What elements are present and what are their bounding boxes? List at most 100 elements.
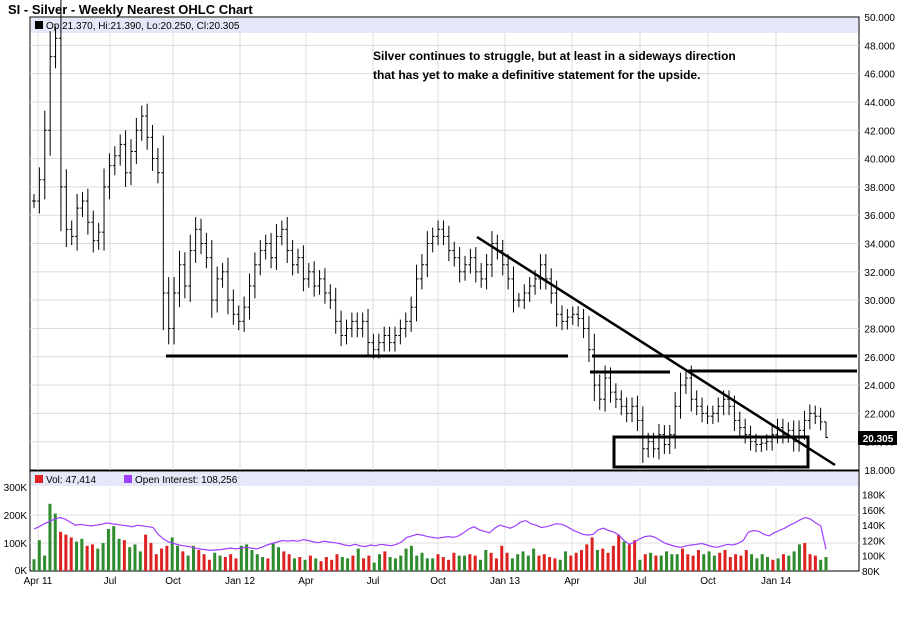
volume-bar bbox=[367, 555, 371, 571]
volume-bar bbox=[478, 559, 482, 571]
ohlc-bar bbox=[231, 289, 236, 325]
ohlc-bar bbox=[322, 268, 327, 304]
ohlc-bar bbox=[32, 193, 36, 209]
volume-bar bbox=[122, 540, 126, 571]
volume-bar bbox=[824, 557, 828, 571]
volume-bar bbox=[69, 537, 73, 571]
ohlc-bar bbox=[403, 312, 408, 338]
ohlc-bar bbox=[737, 411, 742, 437]
ohlc-bar bbox=[613, 383, 618, 409]
ohlc-bar bbox=[430, 227, 435, 253]
volume-bar bbox=[197, 550, 201, 571]
volume-bar bbox=[601, 548, 605, 571]
volume-bar bbox=[766, 557, 770, 571]
volume-bar bbox=[340, 557, 344, 571]
volume-bar bbox=[90, 544, 94, 571]
volume-bar bbox=[723, 550, 727, 571]
ohlc-bar bbox=[619, 390, 624, 416]
volume-bar bbox=[553, 558, 557, 571]
volume-bar bbox=[351, 555, 355, 571]
volume-bar bbox=[393, 558, 397, 571]
volume-bar bbox=[712, 555, 716, 571]
volume-bar bbox=[606, 552, 610, 571]
volume-bar bbox=[308, 555, 312, 571]
volume-y-tick-label: 300K bbox=[4, 483, 28, 494]
ohlc-bar bbox=[398, 319, 403, 345]
price-y-tick-label: 24.000 bbox=[864, 381, 895, 392]
ohlc-bar bbox=[425, 231, 430, 278]
volume-bar bbox=[420, 552, 424, 571]
ohlc-bar bbox=[134, 117, 139, 164]
volume-bar bbox=[585, 544, 589, 571]
volume-bar bbox=[696, 550, 700, 571]
price-y-tick-label: 26.000 bbox=[864, 353, 895, 364]
volume-bar bbox=[101, 543, 105, 571]
ohlc-bar bbox=[64, 169, 69, 248]
chart-title: SI - Silver - Weekly Nearest OHLC Chart bbox=[8, 2, 253, 17]
volume-bar bbox=[548, 557, 552, 571]
ohlc-bar bbox=[441, 220, 446, 246]
last-price-label: 20.305 bbox=[863, 434, 894, 445]
x-tick-label: Apr bbox=[564, 576, 580, 587]
ohlc-bar bbox=[306, 262, 311, 288]
ohlc-bar bbox=[96, 222, 101, 250]
ohlc-bar bbox=[500, 239, 505, 276]
volume-bar bbox=[53, 513, 57, 571]
volume-bar bbox=[292, 558, 296, 571]
price-y-tick-label: 32.000 bbox=[864, 268, 895, 279]
ohlc-bar bbox=[274, 224, 279, 271]
volume-bar bbox=[526, 555, 530, 571]
ohlc-bar bbox=[215, 266, 220, 313]
volume-bar bbox=[59, 531, 63, 571]
volume-y-tick-label: 0K bbox=[15, 566, 28, 577]
volume-bar bbox=[521, 551, 525, 571]
ohlc-bar bbox=[42, 110, 47, 200]
price-y-tick-label: 48.000 bbox=[864, 41, 895, 52]
x-tick-label: Jan 12 bbox=[225, 576, 255, 587]
open-interest-y-tick-label: 80K bbox=[862, 567, 880, 578]
volume-bar bbox=[457, 555, 461, 571]
volume-bars bbox=[32, 503, 828, 571]
volume-bar bbox=[48, 503, 52, 571]
ohlc-bar bbox=[91, 210, 96, 253]
price-y-tick-label: 42.000 bbox=[864, 126, 895, 137]
ohlc-bar bbox=[624, 397, 629, 423]
volume-bar bbox=[335, 554, 339, 571]
ohlc-bar bbox=[123, 130, 128, 187]
ohlc-bar bbox=[436, 220, 441, 246]
ohlc-bar bbox=[118, 134, 123, 166]
price-y-tick-label: 46.000 bbox=[864, 70, 895, 81]
ohlc-legend-band bbox=[31, 18, 858, 33]
volume-bar bbox=[611, 545, 615, 571]
consolidation-box bbox=[612, 435, 810, 469]
volume-bar bbox=[659, 555, 663, 571]
open-interest-legend-swatch bbox=[124, 475, 132, 483]
ohlc-legend-swatch bbox=[35, 21, 43, 29]
ohlc-bar bbox=[802, 410, 807, 440]
ohlc-bar bbox=[333, 287, 338, 334]
volume-bar bbox=[425, 558, 429, 571]
volume-y-tick-label: 200K bbox=[4, 511, 28, 522]
ohlc-bar bbox=[452, 241, 457, 267]
ohlc-bar bbox=[560, 305, 564, 331]
downtrend-line bbox=[476, 235, 836, 467]
volume-bar bbox=[37, 540, 41, 571]
ohlc-bar bbox=[656, 423, 661, 460]
volume-bar bbox=[372, 562, 376, 571]
x-tick-label: Jul bbox=[634, 576, 647, 587]
ohlc-bar bbox=[48, 31, 53, 156]
ohlc-bar bbox=[317, 270, 322, 295]
x-tick-label: Oct bbox=[430, 576, 446, 587]
volume-bar bbox=[579, 550, 583, 571]
ohlc-bar bbox=[586, 316, 591, 363]
volume-bar bbox=[144, 534, 148, 571]
volume-bar bbox=[298, 557, 302, 571]
volume-bar bbox=[314, 558, 318, 571]
volume-bar bbox=[207, 559, 211, 571]
volume-bar bbox=[633, 540, 637, 571]
volume-bar bbox=[324, 557, 328, 571]
volume-bar bbox=[744, 550, 748, 571]
volume-legend-swatch bbox=[35, 475, 43, 483]
volume-bar bbox=[43, 555, 47, 571]
ohlc-bar bbox=[161, 135, 166, 331]
